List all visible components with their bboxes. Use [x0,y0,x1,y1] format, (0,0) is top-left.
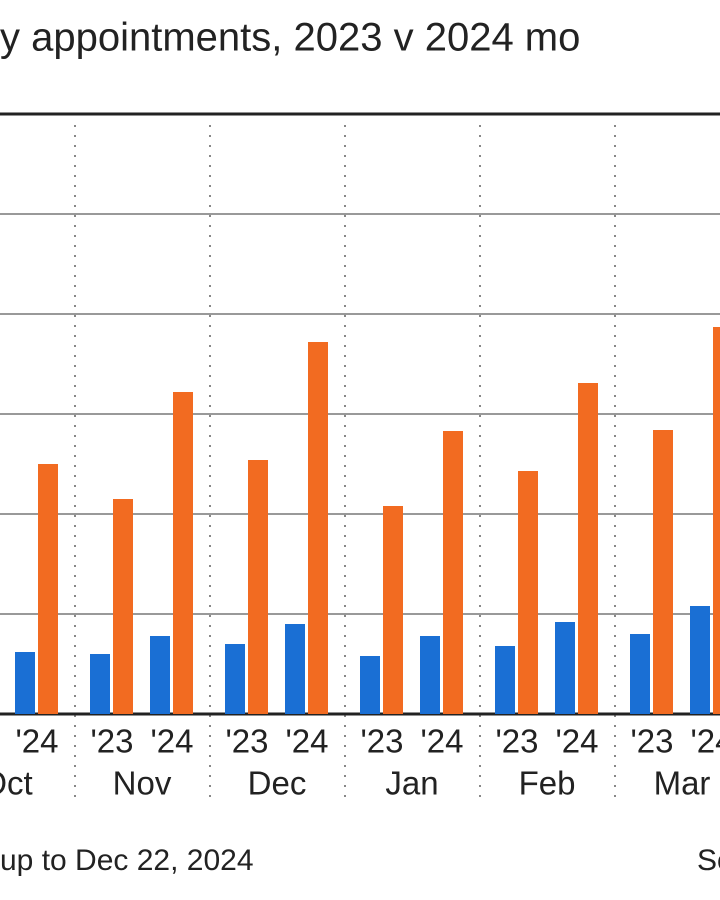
bar [555,622,575,714]
chart-title: y appointments, 2023 v 2024 mo [0,16,580,60]
x-tick-label: '24 [15,723,58,760]
group-label: Jan [385,765,438,802]
bar [713,327,720,714]
bar [690,606,710,714]
bar [495,646,515,714]
bar [308,342,328,714]
bar [248,460,268,714]
bar [285,624,305,714]
x-tick-label: '23 [90,723,133,760]
x-tick-label: '24 [555,723,598,760]
bar [90,654,110,714]
bar [225,644,245,714]
chart-source: So [697,844,720,877]
bar [578,383,598,714]
x-tick-label: '24 [420,723,463,760]
x-tick-label: '23 [225,723,268,760]
bar [443,431,463,714]
bar [360,656,380,714]
bar [630,634,650,714]
bar [38,464,58,714]
x-tick-label: '23 [495,723,538,760]
x-tick-label: '24 [285,723,328,760]
bar [420,636,440,714]
chart-note: up to Dec 22, 2024 [0,844,254,877]
bar [113,499,133,714]
group-label: Mar [654,765,711,802]
group-label: Oct [0,765,33,802]
x-tick-label: '24 [150,723,193,760]
group-label: Nov [113,765,172,802]
bar [15,652,35,714]
bar [518,471,538,714]
x-tick-label: '24 [690,723,720,760]
bar [383,506,403,714]
x-tick-label: '23 [360,723,403,760]
x-tick-label: '23 [630,723,673,760]
group-label: Feb [519,765,576,802]
bar [150,636,170,714]
group-label: Dec [248,765,307,802]
bar [653,430,673,714]
bar [173,392,193,714]
